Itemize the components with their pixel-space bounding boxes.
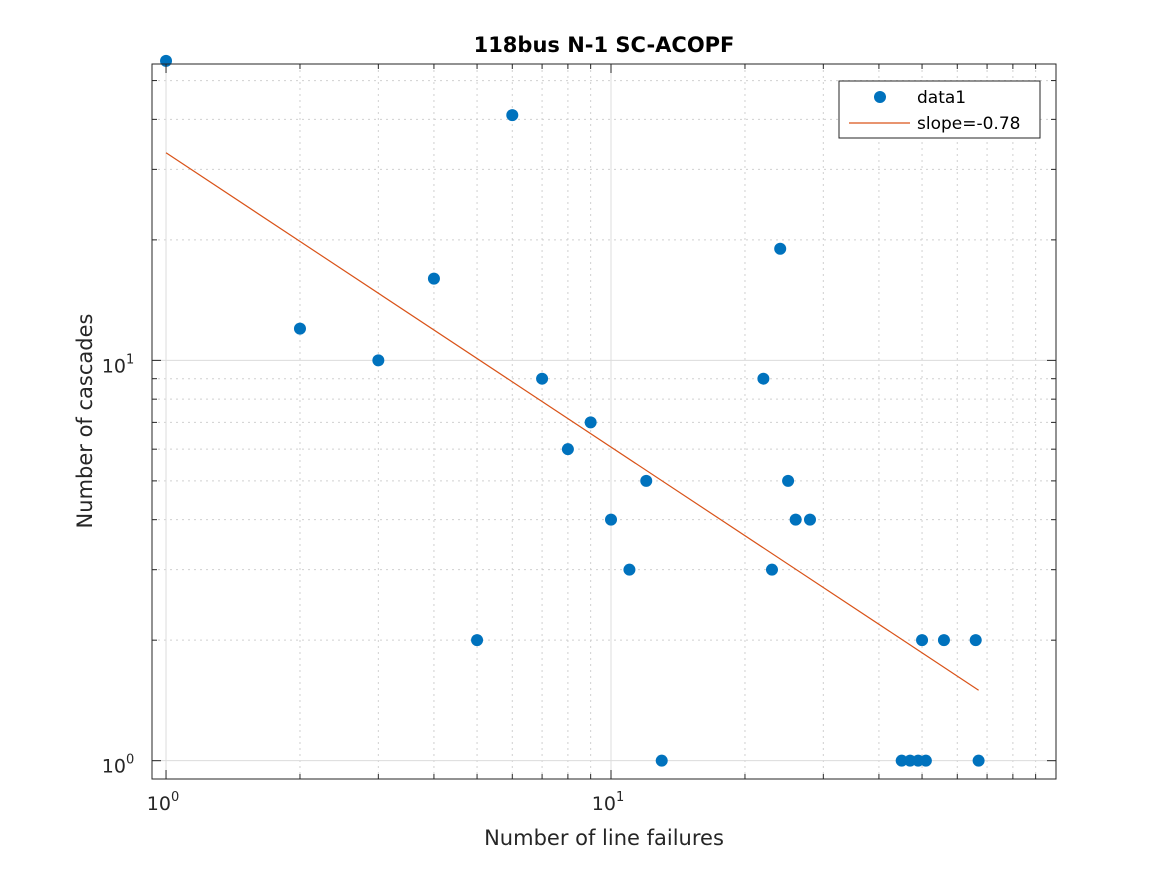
data-point (427, 272, 440, 285)
data-point (372, 354, 385, 367)
legend-box (838, 80, 1041, 139)
data-point (605, 513, 618, 526)
legend-label-data1: data1 (917, 88, 966, 108)
data-point (584, 416, 597, 429)
data-point (757, 372, 770, 385)
data-point (803, 513, 816, 526)
data-point (623, 563, 636, 576)
chart-title: 118bus N-1 SC-ACOPF (474, 33, 735, 57)
data-point (782, 474, 795, 487)
legend-label-fit: slope=-0.78 (917, 114, 1020, 134)
x-tick-label: 100 (147, 790, 179, 815)
tick-labels: 100 101 100 101 (102, 352, 624, 815)
legend-marker-data1 (874, 91, 886, 103)
data-point (655, 754, 668, 767)
data-point (536, 372, 549, 385)
data-point (471, 634, 484, 647)
data-point (561, 443, 574, 456)
data-point (293, 322, 306, 335)
data-point (937, 634, 950, 647)
data-point (969, 634, 982, 647)
data-point (789, 513, 802, 526)
data-point (916, 634, 929, 647)
data-point (972, 754, 985, 767)
legend: data1 slope=-0.78 (838, 80, 1041, 139)
x-tick-label: 101 (592, 790, 624, 815)
y-axis-label: Number of cascades (73, 314, 97, 529)
data-point (919, 754, 932, 767)
plot-area (152, 64, 1056, 779)
y-tick-label: 101 (102, 352, 134, 377)
data-point (765, 563, 778, 576)
data-point (895, 754, 908, 767)
fit-line (165, 152, 979, 691)
x-axis-label: Number of line failures (484, 826, 724, 850)
data-point (640, 474, 653, 487)
data-point (774, 242, 787, 255)
series-layer (160, 54, 985, 767)
data-point (506, 109, 519, 122)
y-tick-label: 100 (102, 753, 134, 778)
axes-frame (151, 63, 1057, 780)
axes (151, 63, 1057, 780)
grid (152, 64, 1056, 780)
